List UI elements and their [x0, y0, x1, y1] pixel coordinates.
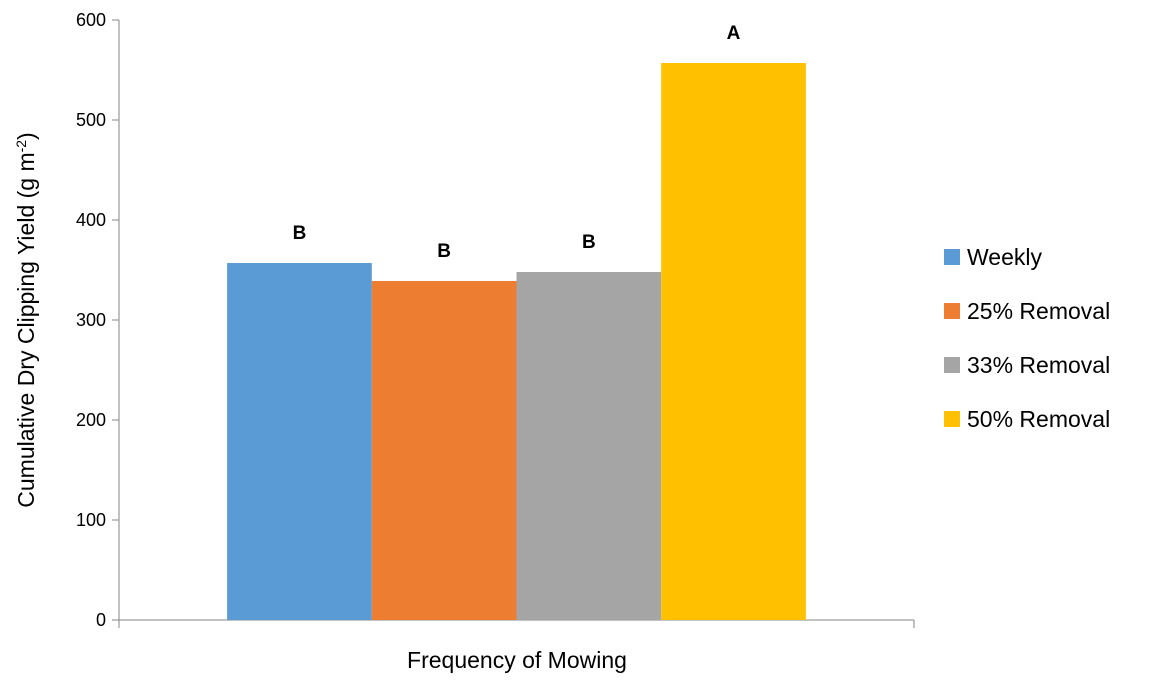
bar-data-label: B — [437, 241, 451, 262]
y-tick-label: 400 — [76, 210, 106, 230]
bars — [227, 63, 806, 620]
legend-swatch — [944, 411, 960, 427]
y-tick-label: 0 — [96, 610, 106, 630]
legend-label: 50% Removal — [967, 406, 1110, 432]
y-tick-label: 500 — [76, 110, 106, 130]
y-tick-label: 300 — [76, 310, 106, 330]
bar-data-label: B — [582, 232, 596, 253]
bar-data-label: B — [293, 223, 307, 244]
y-axis-title: Cumulative Dry Clipping Yield (g m-2) — [13, 132, 39, 507]
y-axis-title-suffix: ) — [13, 132, 39, 140]
legend-swatch — [944, 357, 960, 373]
bar-33-removal — [516, 272, 662, 620]
y-tick-label: 600 — [76, 10, 106, 30]
data-labels: B B B A — [293, 23, 741, 262]
bar-50-removal — [661, 63, 806, 620]
legend: Weekly 25% Removal 33% Removal 50% Removal — [944, 244, 1110, 432]
bar-25-removal — [371, 281, 517, 620]
legend-label: Weekly — [967, 244, 1042, 270]
legend-swatch — [944, 303, 960, 319]
bar-data-label: A — [727, 23, 741, 44]
legend-label: 25% Removal — [967, 298, 1110, 324]
y-axis-title-main: Cumulative Dry Clipping Yield (g m — [13, 152, 39, 507]
y-tick-label: 200 — [76, 410, 106, 430]
x-axis-title: Frequency of Mowing — [407, 647, 627, 673]
legend-label: 33% Removal — [967, 352, 1110, 378]
y-tick-label: 100 — [76, 510, 106, 530]
y-axis-title-superscript: -2 — [13, 140, 29, 153]
legend-swatch — [944, 249, 960, 265]
bar-weekly — [227, 263, 372, 620]
